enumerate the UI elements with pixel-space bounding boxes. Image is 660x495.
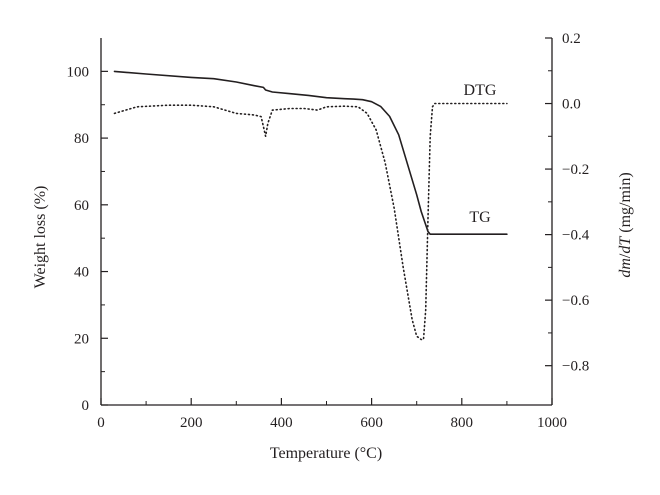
y2-tick-label: 0.0 xyxy=(562,97,581,113)
x-tick-label: 0 xyxy=(97,415,105,431)
axes-layer: 0 200 400 600 800 1000 0 20 40 60 80 100 0.2 0.0 −0.2 −… xyxy=(67,31,590,431)
x-axis-title: Temperature (°C) xyxy=(270,445,382,462)
y-tick-label: 0 xyxy=(82,398,90,414)
series-label-dtg: DTG xyxy=(464,82,497,99)
y2-axis-title-part-d: (mg/min) xyxy=(617,172,634,236)
y2-tick-label: −0.4 xyxy=(562,228,590,244)
y-tick-label: 100 xyxy=(67,64,90,80)
y2-axis-title-part-a: dm xyxy=(617,258,634,278)
y-tick-label: 80 xyxy=(74,131,89,147)
y2-tick-label: −0.2 xyxy=(562,162,589,178)
y2-tick-label: −0.8 xyxy=(562,359,589,375)
y2-tick-label: −0.6 xyxy=(562,293,590,309)
x-tick-label: 600 xyxy=(360,415,383,431)
y2-tick-label: 0.2 xyxy=(562,31,581,47)
x-tick-label: 1000 xyxy=(537,415,567,431)
y-axis-title: Weight loss (%) xyxy=(32,186,49,289)
y-tick-label: 60 xyxy=(74,198,89,214)
x-tick-label: 200 xyxy=(180,415,203,431)
y2-axis-title: dm/dT (mg/min) xyxy=(617,172,634,277)
series-label-tg: TG xyxy=(469,209,491,226)
y-tick-label: 20 xyxy=(74,331,89,347)
series-line-dtg xyxy=(113,102,508,341)
y2-axis-title-part-c: dT xyxy=(617,236,634,254)
series-line-tg xyxy=(113,70,508,235)
x-tick-label: 800 xyxy=(451,415,474,431)
y-tick-label: 40 xyxy=(74,265,89,281)
x-tick-label: 400 xyxy=(270,415,293,431)
series-layer xyxy=(113,70,508,341)
y2-axis-title-part-b: / xyxy=(617,253,634,258)
